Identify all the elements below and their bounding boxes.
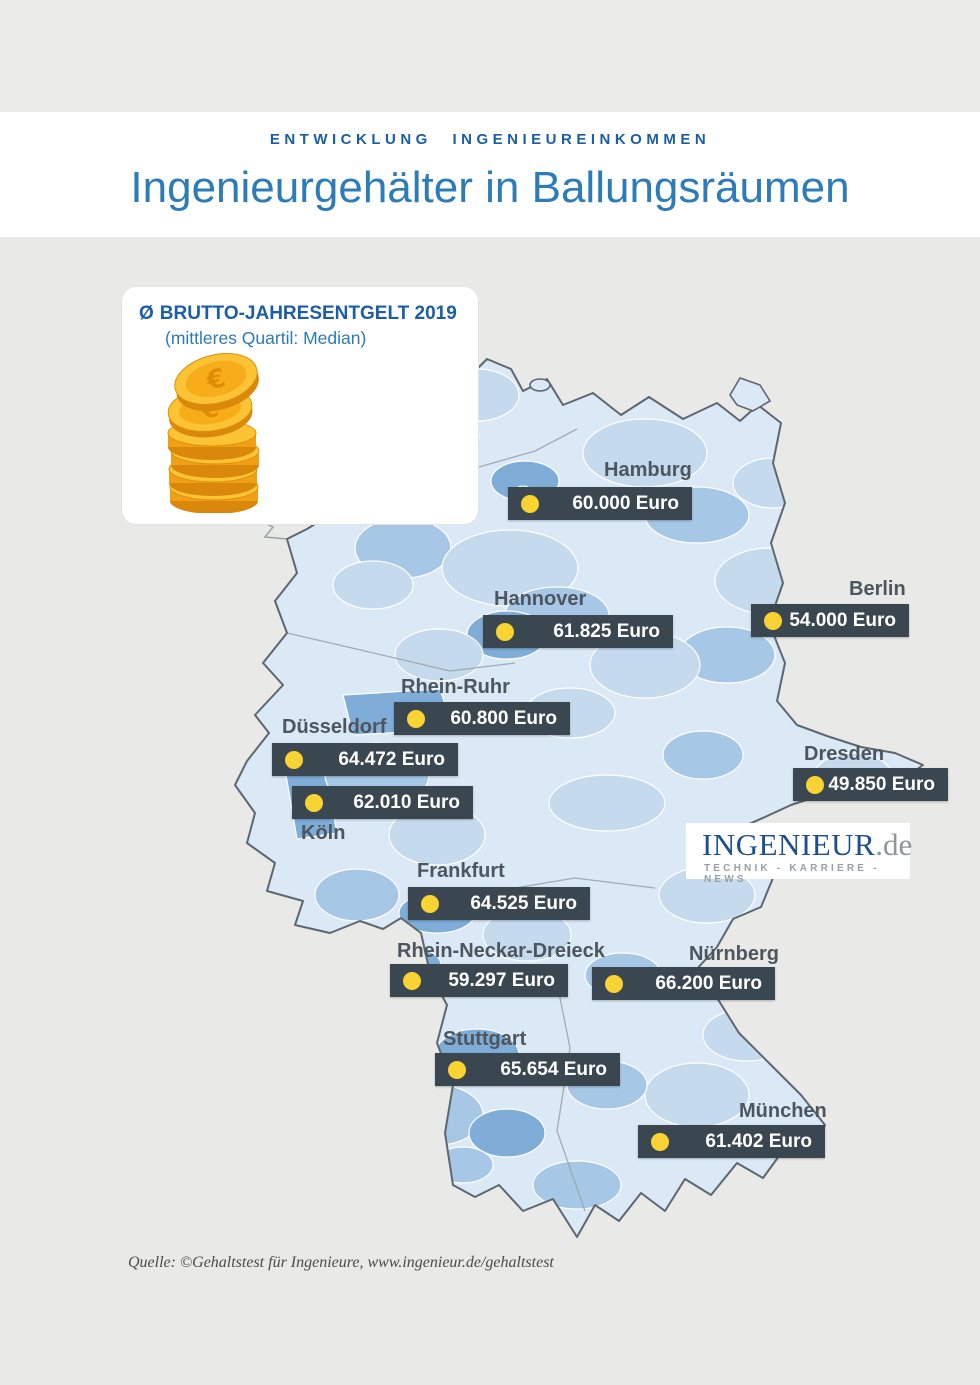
logo-wordmark: INGENIEUR.de — [702, 827, 913, 862]
map-dot-icon — [605, 974, 623, 993]
salary-value: 64.525 Euro — [470, 892, 577, 914]
ingenieur-de-logo: INGENIEUR.de TECHNIK - KARRIERE - NEWS — [686, 823, 913, 885]
salary-value: 59.297 Euro — [448, 969, 555, 991]
map-dot-icon — [403, 971, 421, 990]
salary-badge-rhein-neckar-dreieck: 59.297 Euro — [390, 964, 568, 997]
salary-value: 61.402 Euro — [705, 1130, 812, 1152]
legend-card: Ø BRUTTO-JAHRESENTGELT 2019 (mittleres Qu… — [122, 287, 478, 524]
map-dot-icon — [521, 494, 539, 513]
map-dot-icon — [285, 750, 303, 769]
city-label-duesseldorf: Düsseldorf — [282, 716, 387, 738]
legend-subtitle: (mittleres Quartil: Median) — [165, 328, 367, 348]
map-dot-icon — [496, 622, 514, 641]
city-label-rhein-neckar-dreieck: Rhein-Neckar-Dreieck — [397, 940, 605, 962]
city-label-hamburg: Hamburg — [604, 459, 692, 481]
average-symbol: Ø — [139, 303, 154, 324]
map-dot-icon — [407, 709, 425, 728]
salary-badge-stuttgart: 65.654 Euro — [435, 1053, 620, 1086]
salary-value: 66.200 Euro — [655, 972, 762, 994]
salary-value: 54.000 Euro — [789, 609, 896, 631]
city-label-nuernberg: Nürnberg — [689, 943, 779, 965]
salary-value: 60.000 Euro — [572, 492, 679, 514]
map-dot-icon — [806, 775, 824, 794]
city-label-dresden: Dresden — [804, 743, 885, 765]
map-dot-icon — [764, 611, 782, 630]
map-dot-icon — [651, 1132, 669, 1151]
map-dot-icon — [448, 1060, 466, 1079]
salary-badge-rhein-ruhr: 60.800 Euro — [394, 702, 570, 735]
page-title: Ingenieurgehälter in Ballungsräumen — [130, 163, 850, 212]
salary-badge-duesseldorf: 64.472 Euro — [272, 743, 458, 776]
legend-title: Ø BRUTTO-JAHRESENTGELT 2019 — [139, 303, 457, 324]
salary-badge-hannover: 61.825 Euro — [483, 615, 673, 648]
salary-value: 62.010 Euro — [353, 791, 460, 813]
salary-badge-frankfurt: 64.525 Euro — [408, 887, 590, 920]
city-label-hannover: Hannover — [494, 588, 587, 610]
baltic-islands — [529, 377, 772, 412]
city-label-muenchen: München — [739, 1100, 827, 1122]
top-gray-strip — [0, 0, 980, 112]
city-label-koeln: Köln — [301, 822, 346, 844]
salary-value: 60.800 Euro — [450, 707, 557, 729]
city-label-frankfurt: Frankfurt — [417, 860, 505, 882]
salary-badge-muenchen: 61.402 Euro — [638, 1125, 825, 1158]
salary-value: 49.850 Euro — [828, 773, 935, 795]
salary-badge-berlin: 54.000 Euro — [751, 604, 909, 637]
map-dot-icon — [421, 894, 439, 913]
logo-tagline: TECHNIK - KARRIERE - NEWS — [704, 863, 880, 885]
salary-value: 61.825 Euro — [553, 620, 660, 642]
germany-outline-stroke — [234, 337, 924, 1238]
salary-badge-nuernberg: 66.200 Euro — [592, 967, 775, 1000]
city-label-berlin: Berlin — [849, 578, 906, 600]
salary-value: 65.654 Euro — [500, 1058, 607, 1080]
title-band — [0, 112, 980, 237]
euro-coin-stack-icon: € € — [167, 353, 260, 513]
map-dot-icon — [305, 793, 323, 812]
source-note: Quelle: ©Gehaltstest für Ingenieure, www… — [128, 1254, 554, 1271]
salary-badge-dresden: 49.850 Euro — [793, 768, 948, 801]
city-label-stuttgart: Stuttgart — [443, 1028, 527, 1050]
salary-value: 64.472 Euro — [338, 748, 445, 770]
city-label-rhein-ruhr: Rhein-Ruhr — [401, 676, 510, 698]
salary-badge-koeln: 62.010 Euro — [292, 786, 473, 819]
eyebrow-heading: ENTWICKLUNG INGENIEUREINKOMMEN — [269, 131, 711, 148]
salary-badge-hamburg: 60.000 Euro — [508, 487, 692, 520]
